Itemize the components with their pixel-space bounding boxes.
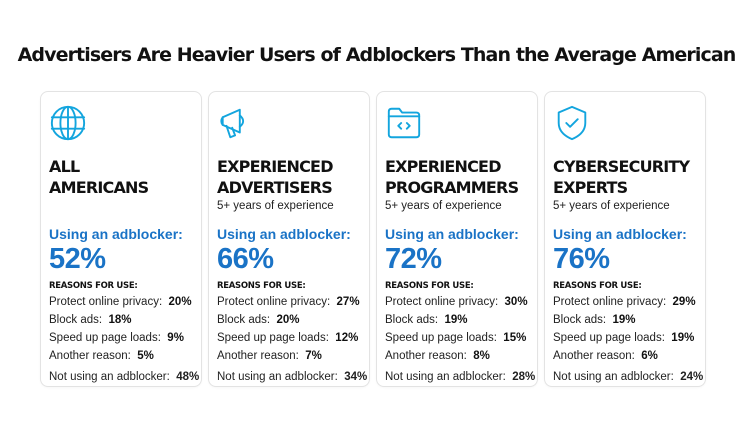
card-experienced-programmers: EXPERIENCED PROGRAMMERS 5+ years of expe… [376,91,538,387]
using-percentage: 76% [553,243,610,275]
cards-container: ALL AMERICANS Using an adblocker: 52% RE… [40,91,706,387]
card-subtitle: 5+ years of experience [553,200,670,212]
card-heading: EXPERIENCED PROGRAMMERS [385,157,519,197]
reason-block-ads: Block ads: 19% [385,314,468,326]
reason-block-ads: Block ads: 19% [553,314,636,326]
reason-privacy: Protect online privacy: 27% [217,296,360,308]
reasons-heading: REASONS FOR USE: [385,281,474,291]
reason-block-ads: Block ads: 20% [217,314,300,326]
card-heading: CYBERSECURITY EXPERTS [553,157,690,197]
card-subtitle [49,200,201,214]
reason-speed: Speed up page loads: 19% [553,332,695,344]
reason-another: Another reason: 7% [217,350,322,362]
reason-speed: Speed up page loads: 12% [217,332,359,344]
page-title: Advertisers Are Heavier Users of Adblock… [17,44,737,66]
card-subtitle: 5+ years of experience [217,200,334,212]
shield-check-icon [553,104,591,142]
not-using: Not using an adblocker: 48% [49,371,200,383]
using-percentage: 72% [385,243,442,275]
card-experienced-advertisers: EXPERIENCED ADVERTISERS 5+ years of expe… [208,91,370,387]
card-all-americans: ALL AMERICANS Using an adblocker: 52% RE… [40,91,202,387]
not-using: Not using an adblocker: 34% [217,371,368,383]
using-label: Using an adblocker: [217,226,351,242]
using-percentage: 66% [217,243,274,275]
reason-speed: Speed up page loads: 15% [385,332,527,344]
reason-privacy: Protect online privacy: 20% [49,296,192,308]
card-heading: EXPERIENCED ADVERTISERS [217,157,333,197]
reason-speed: Speed up page loads: 9% [49,332,184,344]
reason-privacy: Protect online privacy: 29% [553,296,696,308]
reasons-heading: REASONS FOR USE: [217,281,306,291]
using-label: Using an adblocker: [553,226,687,242]
using-label: Using an adblocker: [49,226,183,242]
card-subtitle: 5+ years of experience [385,200,502,212]
code-folder-icon [385,104,423,142]
card-heading: ALL AMERICANS [49,157,149,197]
not-using: Not using an adblocker: 28% [385,371,536,383]
using-percentage: 52% [49,243,106,275]
megaphone-icon [217,104,255,142]
reason-another: Another reason: 6% [553,350,658,362]
reason-block-ads: Block ads: 18% [49,314,132,326]
reason-another: Another reason: 8% [385,350,490,362]
reason-another: Another reason: 5% [49,350,154,362]
reasons-heading: REASONS FOR USE: [49,281,138,291]
using-label: Using an adblocker: [385,226,519,242]
reason-privacy: Protect online privacy: 30% [385,296,528,308]
globe-icon [49,104,87,142]
card-cybersecurity-experts: CYBERSECURITY EXPERTS 5+ years of experi… [544,91,706,387]
not-using: Not using an adblocker: 24% [553,371,704,383]
reasons-heading: REASONS FOR USE: [553,281,642,291]
